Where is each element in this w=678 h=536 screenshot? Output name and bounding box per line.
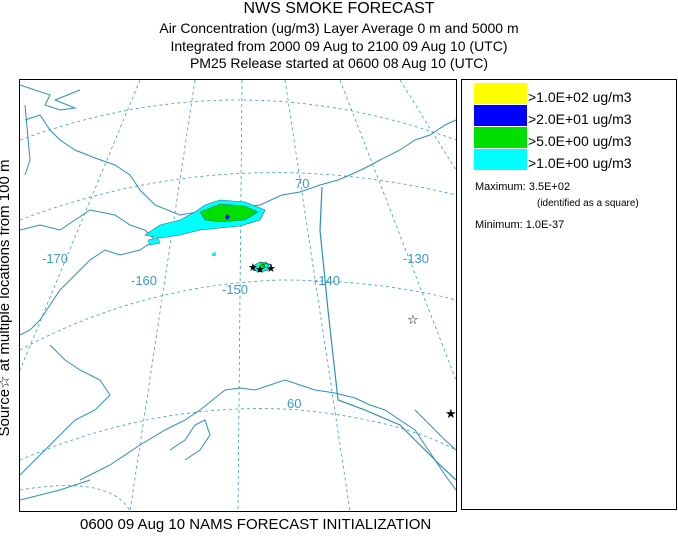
footer-initialization: 0600 09 Aug 10 NAMS FORECAST INITIALIZAT…: [80, 516, 432, 533]
graticule: [20, 80, 456, 511]
legend-label-high: >1.0E+02 ug/m3: [528, 89, 632, 105]
subtitle-integration: Integrated from 2000 09 Aug to 2100 09 A…: [170, 38, 508, 54]
coast-south-alaska: [79, 379, 456, 491]
contour-low-dot: [212, 252, 216, 256]
contour-mid2: [225, 214, 230, 220]
legend-maximum-note: (identified as a square): [537, 198, 639, 209]
source-star-icon: ★: [445, 407, 456, 422]
source-star-icon: ★: [266, 262, 276, 275]
legend-label-mid2: >2.0E+01 ug/m3: [528, 111, 632, 127]
coast-bristol-bay: [20, 344, 111, 476]
contour-mid1: [199, 203, 259, 223]
lon-label: -130: [403, 251, 429, 266]
source-star-icon: ☆: [407, 313, 419, 328]
lat-line-60: [20, 408, 456, 461]
smoke-plume: [144, 199, 273, 273]
source-star-icon: ☆: [261, 259, 271, 272]
lat-line-65: [20, 279, 456, 351]
lat-line-75: [20, 99, 456, 141]
lat-line-70: [20, 172, 456, 221]
legend-minimum: Minimum: 1.0E-37: [475, 219, 565, 231]
map-svg: ★ ★ ☆ ★ ☆ ★ -170 -160 -150 -140 -130 70 …: [20, 80, 456, 511]
coast-chukotka: [24, 104, 31, 176]
lon-line-130: [339, 80, 456, 381]
coast-west-alaska: [20, 209, 156, 336]
map-title: NWS SMOKE FORECAST: [243, 0, 435, 17]
coast-aleutians: [20, 479, 91, 501]
legend-swatch-mid2: [474, 105, 527, 126]
legend-maximum: Maximum: 3.5E+02: [475, 181, 571, 193]
subtitle-release: PM25 Release started at 0600 08 Aug 10 (…: [189, 55, 489, 71]
graticule-labels: -170 -160 -150 -140 -130 70 60: [42, 176, 429, 411]
lon-label: -150: [222, 282, 248, 297]
legend-swatch-high: [474, 83, 527, 104]
source-star-icon: ★: [255, 263, 265, 276]
border-alaska-canada: [319, 186, 456, 481]
source-star-icon: ★: [248, 261, 258, 274]
lon-line-160: [129, 80, 196, 511]
legend-label-low: >1.0E+00 ug/m3: [528, 155, 632, 171]
lon-label: -160: [131, 273, 157, 288]
lon-line-120: [399, 80, 456, 171]
lat-label: 60: [287, 396, 301, 411]
lon-line-140: [284, 80, 351, 511]
lon-line-170: [20, 80, 141, 371]
legend-panel: >1.0E+02 ug/m3 >2.0E+01 ug/m3 >5.0E+00 u…: [461, 79, 677, 510]
lat-line-55: [20, 485, 131, 511]
contour-low-small: [147, 237, 161, 246]
max-square: [260, 263, 265, 268]
lon-label: -140: [314, 273, 340, 288]
lon-label: -170: [42, 251, 68, 266]
smoke-map: ★ ★ ☆ ★ ☆ ★ -170 -160 -150 -140 -130 70 …: [19, 79, 457, 512]
source-side-label: Source☆ at multiple locations from 100 m: [0, 160, 13, 437]
lat-label: 70: [295, 176, 309, 191]
coast-kodiak: [169, 419, 211, 461]
coast-siberia: [20, 84, 81, 111]
legend-label-mid1: >5.0E+00 ug/m3: [528, 133, 632, 149]
subtitle-concentration: Air Concentration (ug/m3) Layer Average …: [159, 20, 519, 36]
legend-swatch-mid1: [474, 127, 527, 148]
legend-swatch-low: [474, 149, 527, 170]
coast-panhandle: [414, 409, 456, 451]
source-markers: ★ ★ ☆ ★ ☆ ★: [248, 259, 456, 422]
